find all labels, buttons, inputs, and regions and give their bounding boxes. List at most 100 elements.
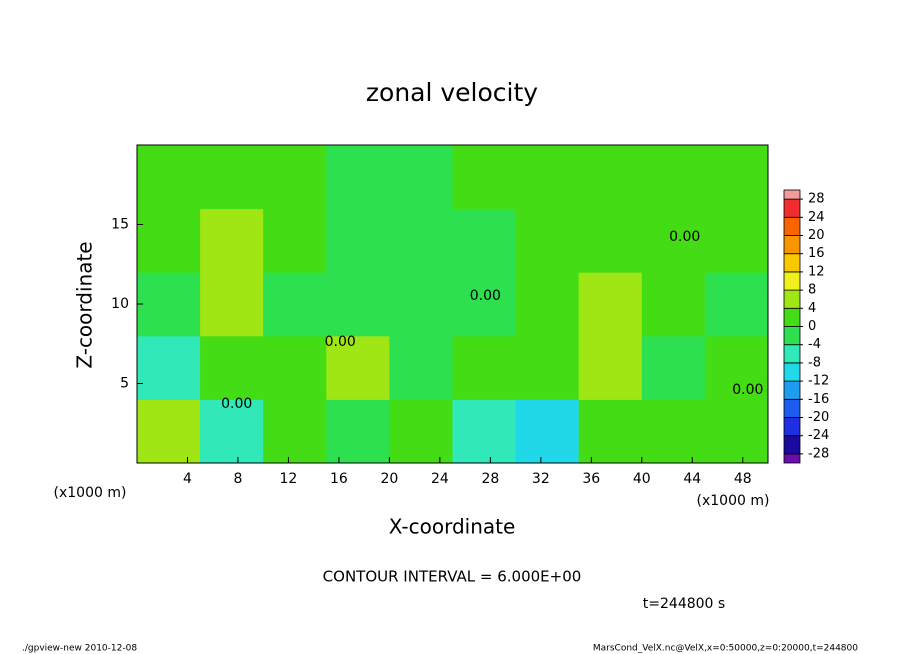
field-cell bbox=[515, 208, 580, 273]
x-tick-label: 36 bbox=[582, 471, 600, 487]
field-cell bbox=[389, 335, 453, 400]
field-cell bbox=[137, 399, 201, 464]
colorbar-box bbox=[783, 435, 801, 455]
field-cell bbox=[326, 335, 390, 400]
field-cell bbox=[515, 335, 580, 400]
field-cell bbox=[263, 145, 327, 210]
field-cell bbox=[578, 145, 643, 210]
field-cell bbox=[641, 272, 706, 337]
colorbar-label: -20 bbox=[808, 410, 829, 425]
colorbar-label: -24 bbox=[808, 428, 829, 443]
contour-label: 0.00 bbox=[221, 396, 252, 412]
x-tick-label: 12 bbox=[280, 471, 298, 487]
field-cell bbox=[137, 335, 201, 400]
colorbar-label: -12 bbox=[808, 374, 829, 389]
field-cell bbox=[452, 399, 517, 464]
colorbar-box bbox=[783, 289, 801, 309]
field-cell bbox=[578, 399, 643, 464]
contour-interval: CONTOUR INTERVAL = 6.000E+00 bbox=[323, 568, 582, 586]
field-cell bbox=[578, 335, 643, 400]
colorbar-box bbox=[783, 271, 801, 291]
field-cell bbox=[704, 272, 769, 337]
footer-left: ./gpview-new 2010-12-08 bbox=[22, 644, 137, 654]
x-tick-label: 40 bbox=[633, 471, 651, 487]
y-tick-label: 10 bbox=[111, 296, 129, 312]
colorbar-box bbox=[783, 198, 801, 218]
y-tick-label: 5 bbox=[120, 376, 129, 392]
x-tick-label: 4 bbox=[183, 471, 192, 487]
footer-right: MarsCond_VelX.nc@VelX,x=0:50000,z=0:2000… bbox=[593, 644, 858, 654]
colorbar-box bbox=[783, 453, 801, 464]
field-cell bbox=[200, 272, 264, 337]
colorbar-label: 4 bbox=[808, 301, 816, 316]
chart-title: zonal velocity bbox=[366, 78, 538, 107]
field-cell bbox=[641, 335, 706, 400]
colorbar-label: 24 bbox=[808, 210, 825, 225]
contour-label: 0.00 bbox=[669, 229, 700, 245]
x-axis-label: X-coordinate bbox=[389, 515, 516, 539]
field-cell bbox=[137, 208, 201, 273]
colorbar-box bbox=[783, 417, 801, 437]
colorbar-box bbox=[783, 216, 801, 236]
field-cell bbox=[200, 335, 264, 400]
y-tick-label: 15 bbox=[111, 217, 129, 233]
field-cell bbox=[137, 272, 201, 337]
contour-label: 0.00 bbox=[732, 382, 763, 398]
colorbar-label: 20 bbox=[808, 228, 825, 243]
field-cell bbox=[389, 399, 453, 464]
x-tick-label: 24 bbox=[431, 471, 449, 487]
field-cell bbox=[515, 272, 580, 337]
colorbar-label: 28 bbox=[808, 192, 825, 207]
x-tick-label: 28 bbox=[481, 471, 499, 487]
field-cell bbox=[641, 208, 706, 273]
colorbar-box bbox=[783, 398, 801, 418]
colorbar-box bbox=[783, 380, 801, 400]
field-cell bbox=[641, 399, 706, 464]
time-label: t=244800 s bbox=[643, 596, 725, 612]
field-cell bbox=[263, 335, 327, 400]
x-tick-label: 44 bbox=[683, 471, 701, 487]
field-cell bbox=[389, 272, 453, 337]
field-cell bbox=[704, 208, 769, 273]
field-cell bbox=[326, 145, 390, 210]
field-cell bbox=[263, 272, 327, 337]
y-axis-label: Z-coordinate bbox=[73, 241, 97, 368]
field-cell bbox=[515, 399, 580, 464]
field-cell bbox=[200, 145, 264, 210]
field-cell bbox=[200, 208, 264, 273]
x-tick-label: 48 bbox=[734, 471, 752, 487]
field-cell bbox=[704, 399, 769, 464]
x-unit-label: (x1000 m) bbox=[697, 493, 770, 509]
field-cell bbox=[452, 145, 517, 210]
x-tick-label: 16 bbox=[330, 471, 348, 487]
colorbar-label: -16 bbox=[808, 392, 829, 407]
colorbar-label: -4 bbox=[808, 337, 821, 352]
field-cell bbox=[326, 208, 390, 273]
field-cell bbox=[389, 208, 453, 273]
field-cell bbox=[137, 145, 201, 210]
colorbar-box bbox=[783, 253, 801, 273]
field-cell bbox=[326, 399, 390, 464]
colorbar-box bbox=[783, 235, 801, 255]
contour-label: 0.00 bbox=[325, 334, 356, 350]
field-cell bbox=[263, 208, 327, 273]
y-unit-label: (x1000 m) bbox=[54, 485, 127, 501]
colorbar-label: -28 bbox=[808, 446, 829, 461]
field-cell bbox=[452, 272, 517, 337]
field-cell bbox=[704, 335, 769, 400]
field-cell bbox=[200, 399, 264, 464]
field-cell bbox=[515, 145, 580, 210]
colorbar-label: 0 bbox=[808, 319, 816, 334]
field-cell bbox=[326, 272, 390, 337]
field-cell bbox=[704, 145, 769, 210]
field-cell bbox=[578, 272, 643, 337]
x-tick-label: 32 bbox=[532, 471, 550, 487]
field-cell bbox=[578, 208, 643, 273]
field-cell bbox=[389, 145, 453, 210]
colorbar-label: 8 bbox=[808, 283, 816, 298]
colorbar-box bbox=[783, 362, 801, 382]
colorbar-box bbox=[783, 189, 801, 200]
colorbar-label: -8 bbox=[808, 355, 821, 370]
field-cell bbox=[641, 145, 706, 210]
